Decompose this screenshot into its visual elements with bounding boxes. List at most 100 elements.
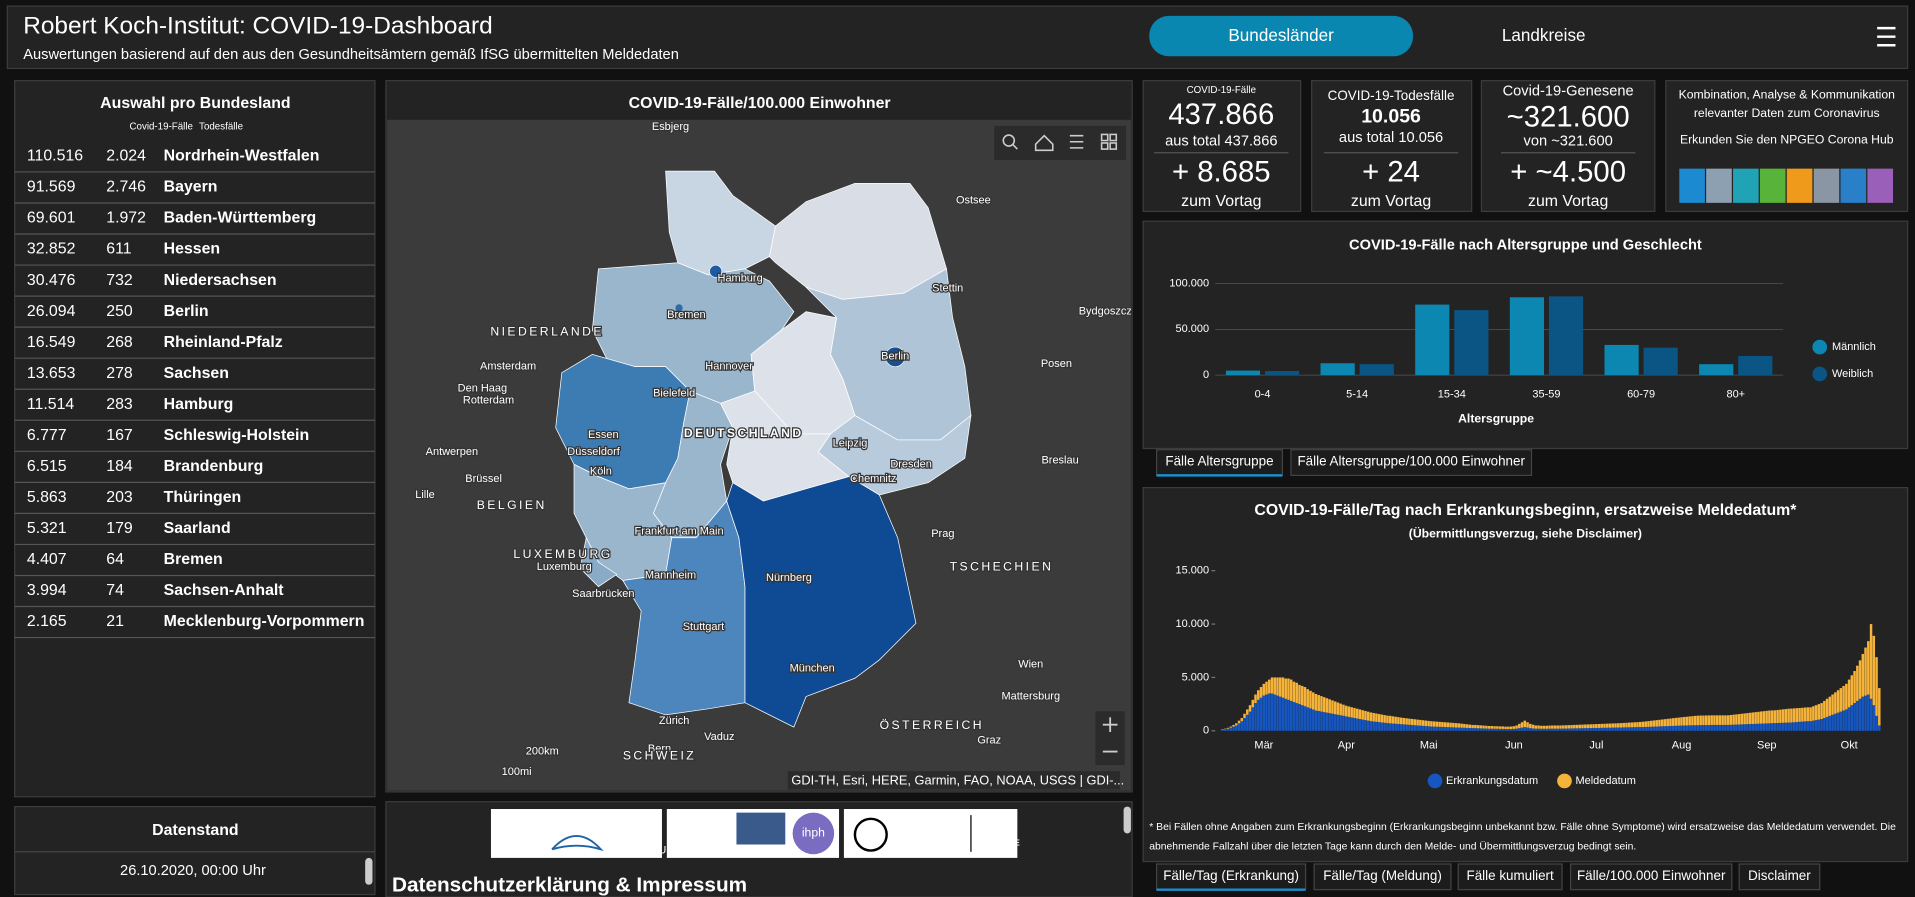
case-count[interactable]: 30.476 [27, 272, 76, 289]
hub-icon[interactable] [1759, 168, 1786, 203]
zoom-icons[interactable] [1102, 717, 1118, 753]
state-name[interactable]: Rheinland-Pfalz [164, 334, 283, 351]
hub-icon[interactable] [1813, 168, 1840, 203]
state-name[interactable]: Hessen [164, 241, 220, 258]
map-tools[interactable] [1002, 133, 1118, 152]
state-name[interactable]: Mecklenburg-Vorpommern [164, 613, 365, 630]
state-region[interactable] [579, 536, 618, 588]
case-count[interactable]: 6.515 [27, 458, 67, 475]
tab-label[interactable]: Fälle Altersgruppe/100.000 Einwohner [1297, 453, 1525, 468]
tab[interactable]: Bundesländer [1228, 26, 1334, 45]
tab[interactable] [1457, 863, 1563, 891]
death-count[interactable]: 2.746 [106, 179, 146, 196]
state-name[interactable]: Brandenburg [164, 458, 264, 475]
bar-segment [1765, 723, 1768, 731]
case-count[interactable]: 91.569 [27, 179, 76, 196]
state-name[interactable]: Berlin [164, 303, 209, 320]
tab-label[interactable]: Fälle kumuliert [1467, 868, 1555, 883]
tab-label[interactable]: Fälle/100.000 Einwohner [1577, 868, 1726, 883]
state-name[interactable]: Saarland [164, 520, 231, 537]
death-count[interactable]: 611 [106, 241, 131, 258]
tab-active-bg[interactable] [1149, 15, 1414, 57]
death-count[interactable]: 2.024 [106, 148, 146, 165]
tab[interactable] [1738, 863, 1821, 891]
bar[interactable] [1604, 344, 1639, 376]
tab[interactable] [1290, 449, 1533, 476]
death-count[interactable]: 250 [106, 303, 133, 320]
tab-label[interactable]: Fälle/Tag (Erkrankung) [1163, 868, 1299, 883]
case-count[interactable]: 4.407 [27, 551, 67, 568]
bar[interactable] [1320, 363, 1355, 376]
case-count[interactable]: 13.653 [27, 365, 76, 382]
case-count[interactable]: 16.549 [27, 334, 76, 351]
hub-icon[interactable] [1706, 168, 1732, 203]
tab[interactable]: Landkreise [1502, 26, 1586, 45]
case-count[interactable]: 26.094 [27, 303, 76, 320]
tab-label[interactable]: Fälle/Tag (Meldung) [1323, 868, 1442, 883]
bar[interactable] [1699, 364, 1734, 376]
bar[interactable] [1415, 304, 1450, 376]
tab[interactable] [1313, 863, 1452, 891]
case-count[interactable]: 110.516 [27, 148, 83, 165]
case-count[interactable]: 2.165 [27, 613, 67, 630]
death-count[interactable]: 203 [106, 489, 133, 506]
case-count[interactable]: 32.852 [27, 241, 76, 258]
case-count[interactable]: 5.863 [27, 489, 67, 506]
tab[interactable] [1155, 863, 1307, 891]
tab-label[interactable]: Disclaimer [1748, 868, 1811, 883]
state-name[interactable]: Baden-Württemberg [164, 210, 317, 227]
hub-icon[interactable] [1679, 168, 1705, 203]
state-region[interactable] [726, 476, 917, 728]
berlin-region[interactable] [885, 346, 906, 367]
bar[interactable] [1643, 347, 1678, 376]
death-count[interactable]: 732 [106, 272, 133, 289]
case-count[interactable]: 6.777 [27, 427, 67, 444]
state-name[interactable]: Bremen [164, 551, 223, 568]
death-count[interactable]: 283 [106, 396, 133, 413]
scrollbar[interactable] [1123, 806, 1131, 834]
bar[interactable] [1225, 370, 1261, 376]
state-name[interactable]: Hamburg [164, 396, 234, 413]
hamburg-region[interactable] [709, 264, 723, 278]
bremen-region[interactable] [675, 304, 683, 312]
death-count[interactable]: 167 [106, 427, 133, 444]
state-name[interactable]: Bayern [164, 179, 218, 196]
case-count[interactable]: 5.321 [27, 520, 67, 537]
state-region[interactable] [665, 170, 776, 276]
tab-label[interactable]: Fälle Altersgruppe [1165, 453, 1273, 468]
death-count[interactable]: 64 [106, 551, 124, 568]
state-name[interactable]: Nordrhein-Westfalen [164, 148, 320, 165]
bar[interactable] [1548, 296, 1584, 376]
death-count[interactable]: 1.972 [106, 210, 146, 227]
hub-icons[interactable] [1679, 168, 1894, 203]
tab[interactable] [1569, 863, 1733, 891]
hub-icon[interactable] [1733, 168, 1759, 203]
bar[interactable] [1738, 355, 1773, 376]
bar[interactable] [1264, 371, 1300, 376]
death-count[interactable]: 74 [106, 582, 124, 599]
case-count[interactable]: 3.994 [27, 582, 67, 599]
state-name[interactable]: Sachsen-Anhalt [164, 582, 285, 599]
menu-icon[interactable] [1877, 26, 1896, 47]
scrollbar[interactable] [365, 857, 373, 885]
hub-icon[interactable] [1840, 168, 1867, 203]
bar-segment [1251, 699, 1255, 708]
hub-link[interactable]: Erkunden Sie den NPGEO Corona Hub [1680, 133, 1894, 147]
bar-segment [1265, 681, 1268, 695]
death-count[interactable]: 268 [106, 334, 133, 351]
death-count[interactable]: 278 [106, 365, 133, 382]
case-count[interactable]: 69.601 [27, 210, 76, 227]
hub-icon[interactable] [1786, 168, 1813, 203]
state-name[interactable]: Sachsen [164, 365, 229, 382]
bar[interactable] [1359, 364, 1394, 376]
state-name[interactable]: Niedersachsen [164, 272, 277, 289]
death-count[interactable]: 21 [106, 613, 124, 630]
bar[interactable] [1509, 297, 1545, 376]
state-name[interactable]: Schleswig-Holstein [164, 427, 310, 444]
bar[interactable] [1454, 310, 1489, 376]
state-name[interactable]: Thüringen [164, 489, 242, 506]
death-count[interactable]: 179 [106, 520, 133, 537]
hub-icon[interactable] [1867, 168, 1894, 203]
case-count[interactable]: 11.514 [27, 396, 75, 413]
death-count[interactable]: 184 [106, 458, 133, 475]
